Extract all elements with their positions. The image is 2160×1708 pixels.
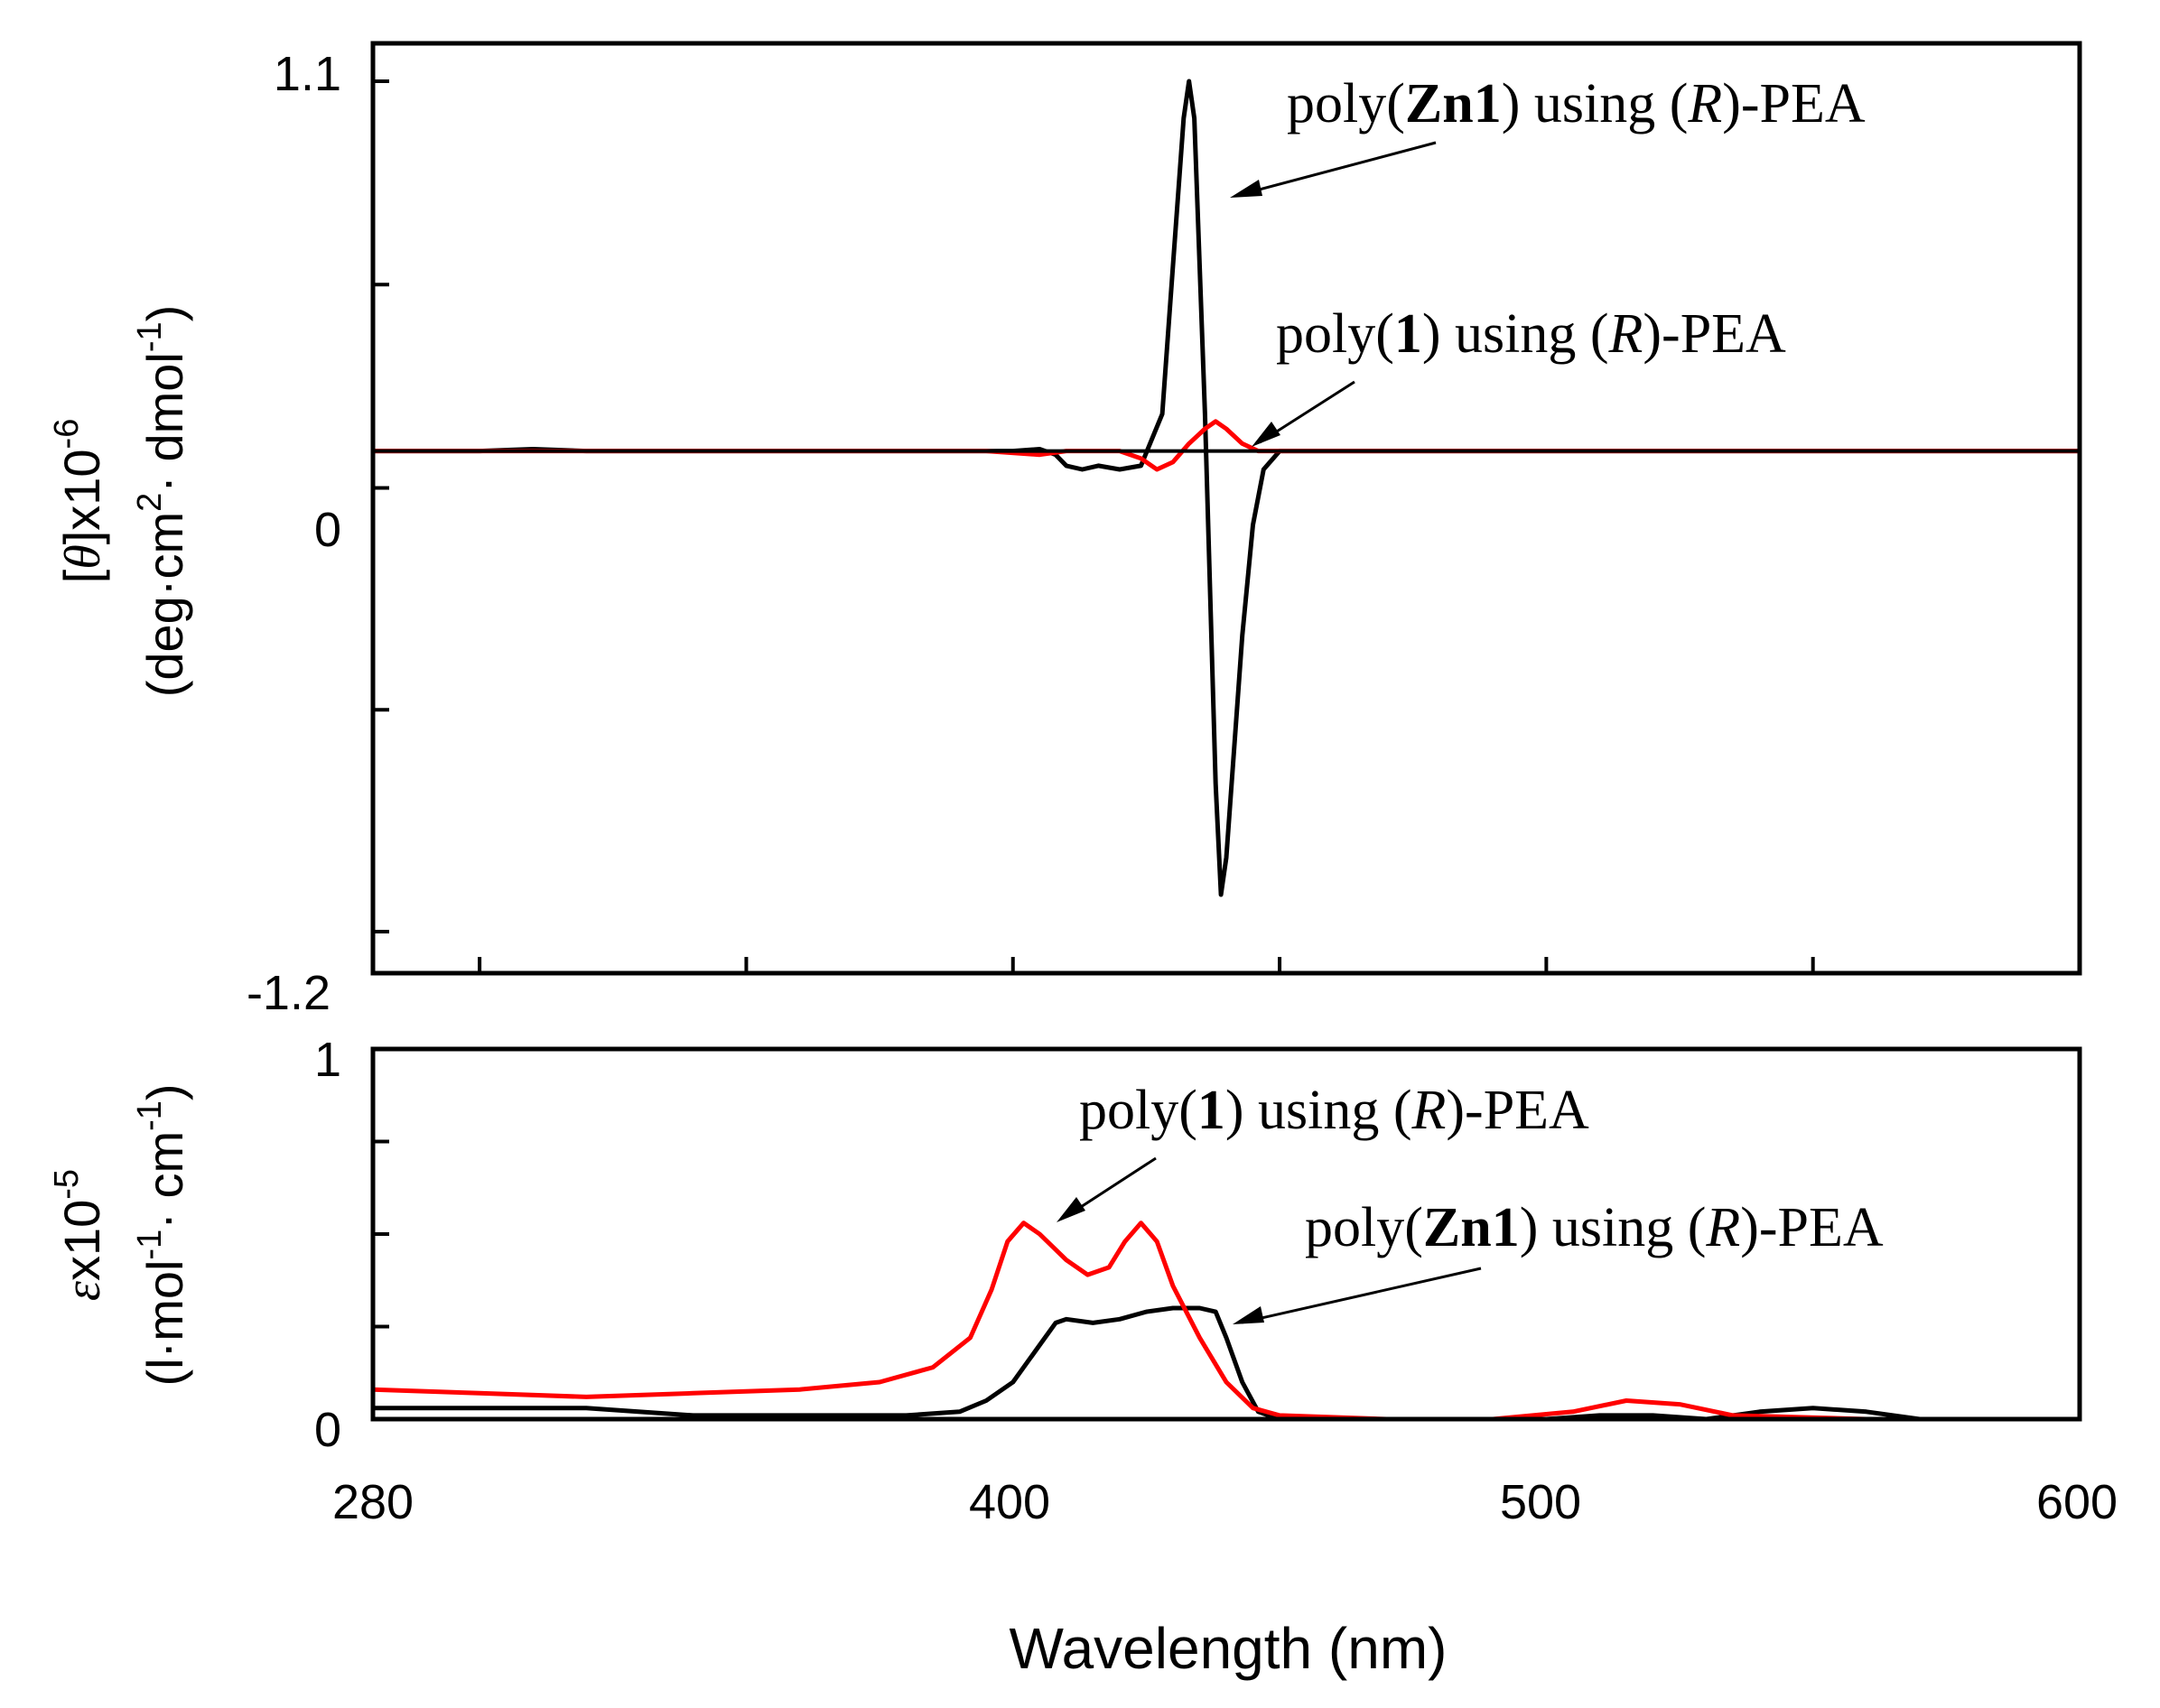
cd-ylabel-exp: -6 — [48, 419, 86, 450]
uv-series-polyzn1-line — [373, 1305, 2080, 1422]
cd-ylabel-units-exp1: 2 — [131, 493, 169, 512]
uv-ylabel-epsilon: ε — [55, 1280, 111, 1301]
cd-annotation-p1-arrow — [1252, 380, 1355, 447]
uv-ytick-label-1: 1 — [314, 1033, 341, 1087]
uv-ylabel-units-b: · cm — [136, 1131, 193, 1230]
uv-annotation-p1-arrow — [1057, 1156, 1157, 1222]
cd-series-poly1-line — [373, 419, 2080, 472]
cd-series-polyzn1-line — [373, 79, 2080, 897]
cd-series-group — [373, 79, 2080, 897]
svg-text:(deg·cm2· dmol-1): (deg·cm2· dmol-1) — [131, 305, 193, 698]
uv-xtick-label-600: 600 — [2036, 1475, 2118, 1529]
cd-annotation-p1: poly(1) using (R)-PEA — [1276, 303, 1786, 365]
uv-annotation-zn1-arrow — [1233, 1267, 1482, 1324]
uv-ylabel-units-a: (l·mol — [136, 1260, 193, 1387]
cd-spectrum-panel: 1.1 0 -1.2 [θ]x10-6 (deg·cm2· dmol-1) po… — [48, 41, 2082, 1020]
cd-annotation-zn1: poly(Zn1) using (R)-PEA — [1287, 73, 1866, 135]
uv-xtick-label-400: 400 — [969, 1475, 1050, 1529]
cd-ylabel-open: [ — [53, 569, 110, 583]
uv-annotation-p1: poly(1) using (R)-PEA — [1079, 1080, 1589, 1141]
cd-yaxis-title: [θ]x10-6 (deg·cm2· dmol-1) — [48, 305, 193, 698]
cd-ytick-label-2: 0 — [314, 503, 341, 557]
uv-ytick-label-2: 0 — [314, 1403, 341, 1457]
uv-ylabel-units-c: ) — [136, 1083, 193, 1100]
cd-ylabel-units-b: · dmol — [136, 352, 193, 493]
cd-ytick-label-1: 1.1 — [274, 47, 341, 101]
uv-xtick-label-280: 280 — [332, 1475, 414, 1529]
uv-ylabel-text: x10 — [53, 1200, 110, 1281]
uv-ylabel-units-exp1: -1 — [131, 1230, 169, 1260]
cd-ylabel-close: ]x10 — [53, 449, 110, 544]
svg-text:[θ]x10-6: [θ]x10-6 — [48, 419, 111, 584]
svg-text:εx10-5: εx10-5 — [48, 1169, 111, 1301]
cd-ytick-label-3: -1.2 — [247, 966, 331, 1020]
cd-ylabel-theta: θ — [55, 544, 111, 570]
cd-plot-frame — [370, 41, 2082, 976]
uv-annotation-zn1: poly(Zn1) using (R)-PEA — [1305, 1197, 1884, 1258]
cd-ylabel-units-c: ) — [136, 305, 193, 322]
uv-spectrum-panel: 1 0 280 400 500 600 Wavelength (nm) εx10… — [48, 1033, 2118, 1681]
uv-ylabel-units-exp2: -1 — [131, 1100, 169, 1131]
uv-axis-ticks — [373, 1047, 389, 1421]
uv-yaxis-title: εx10-5 (l·mol-1· cm-1) — [48, 1083, 193, 1386]
cd-ylabel-units-a: (deg·cm — [136, 512, 193, 697]
uv-series-poly1-line — [372, 1221, 2080, 1422]
uv-xtick-label-500: 500 — [1500, 1475, 1581, 1529]
cd-annotation-zn1-arrow — [1230, 141, 1437, 198]
xaxis-title: Wavelength (nm) — [1010, 1616, 1448, 1681]
cd-axis-ticks — [373, 79, 1815, 973]
svg-text:(l·mol-1· cm-1): (l·mol-1· cm-1) — [131, 1083, 193, 1386]
cd-ylabel-units-exp2: -1 — [131, 321, 169, 352]
uv-ylabel-exp: -5 — [48, 1169, 86, 1200]
